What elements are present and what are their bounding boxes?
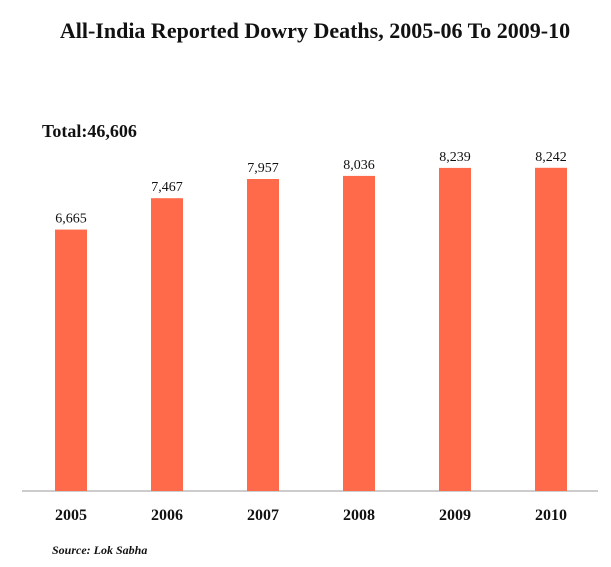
bar-2005 — [55, 229, 87, 491]
x-tick-label-2008: 2008 — [343, 507, 375, 524]
x-tick-label-2006: 2006 — [151, 507, 183, 524]
bar-2010 — [535, 167, 567, 492]
x-tick-label-2007: 2007 — [247, 507, 279, 524]
x-tick-label-2009: 2009 — [439, 507, 471, 524]
data-label-2010: 8,242 — [535, 150, 567, 165]
bar-2006 — [151, 198, 183, 491]
x-tick-label-2010: 2010 — [535, 507, 567, 524]
total-label: Total:46,606 — [42, 121, 137, 141]
source-note: Source: Lok Sabha — [52, 543, 148, 557]
data-label-2005: 6,665 — [55, 212, 87, 227]
chart-title: All-India Reported Dowry Deaths, 2005-06… — [59, 18, 571, 43]
bar-2008 — [343, 175, 375, 491]
x-tick-label-2005: 2005 — [55, 507, 87, 524]
data-label-2006: 7,467 — [151, 180, 183, 195]
bar-2007 — [247, 179, 279, 491]
data-label-2008: 8,036 — [343, 158, 375, 173]
data-label-2009: 8,239 — [439, 150, 471, 165]
data-label-2007: 7,957 — [247, 161, 279, 176]
bar-2009 — [439, 167, 471, 491]
